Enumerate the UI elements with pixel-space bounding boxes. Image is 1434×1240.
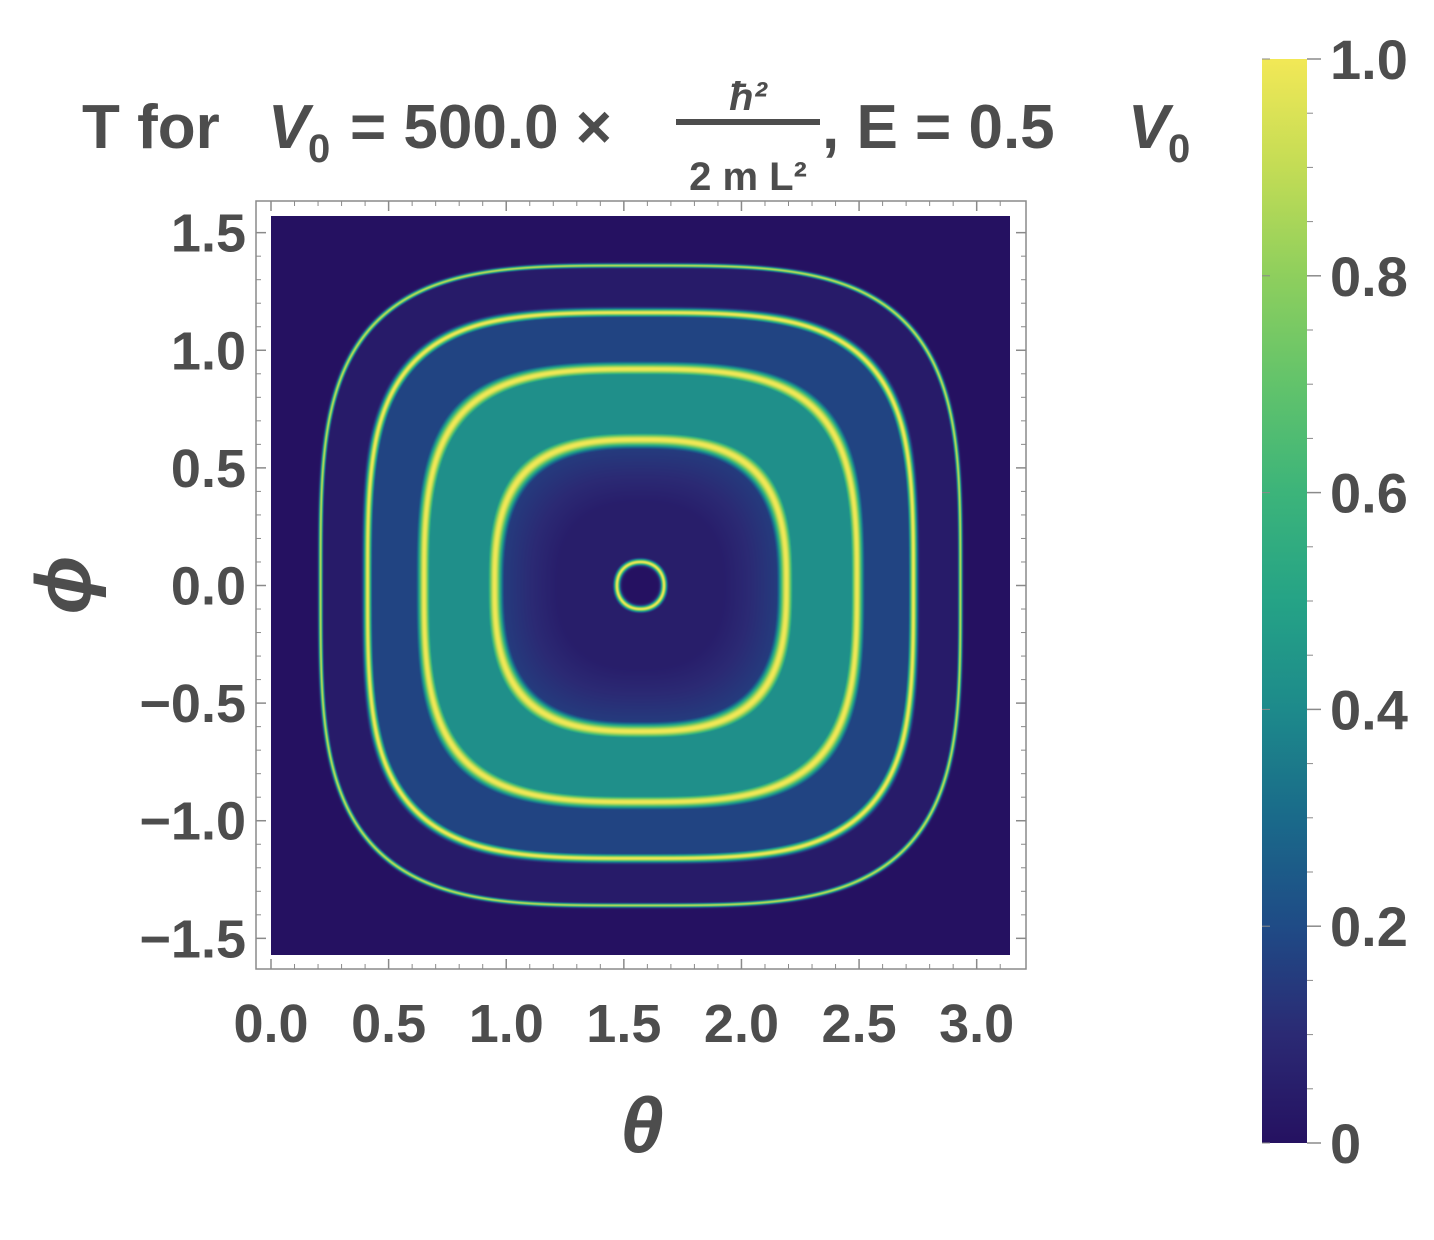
title-fraction-numerator: ħ² [729, 75, 768, 119]
x-tick-label: 2.5 [822, 994, 897, 1054]
y-tick-label: −1.5 [139, 909, 246, 969]
chart-title: T for V 0 = 500.0 × ħ² 2 m L² , E = 0.5 … [82, 75, 1190, 199]
colorbar-tick-label: 0.8 [1330, 245, 1408, 308]
title-v-symbol: V [268, 93, 314, 162]
title-energy-v-subscript: 0 [1168, 127, 1190, 171]
x-tick-label: 0.5 [351, 994, 426, 1054]
y-tick-label: −1.0 [139, 792, 246, 852]
x-tick-label: 3.0 [939, 994, 1014, 1054]
x-tick-label: 2.0 [704, 994, 779, 1054]
y-tick-label: 0.5 [171, 439, 246, 499]
y-tick-label: 1.0 [171, 321, 246, 381]
title-equals-value: = 500.0 × [350, 93, 612, 162]
colorbar-ticks: 1.0 0.8 0.6 0.4 0.2 0 [1262, 28, 1408, 1175]
colorbar-tick-label: 0.2 [1330, 895, 1408, 958]
title-prefix: T for [82, 93, 220, 162]
colorbar-tick-label: 1.0 [1330, 28, 1408, 91]
x-tick-label: 0.0 [233, 994, 308, 1054]
x-axis-label: θ [620, 1081, 664, 1169]
y-tick-label: 0.0 [171, 557, 246, 617]
x-tick-label: 1.0 [469, 994, 544, 1054]
title-energy-text: , E = 0.5 [822, 93, 1055, 162]
y-axis-ticks: 1.5 1.0 0.5 0.0 −0.5 −1.0 −1.5 [139, 204, 1026, 969]
x-tick-label: 1.5 [586, 994, 661, 1054]
colorbar [1262, 59, 1307, 1143]
colorbar-tick-label: 0 [1330, 1112, 1361, 1175]
title-v-subscript: 0 [308, 127, 330, 171]
title-energy-v-symbol: V [1128, 93, 1174, 162]
colorbar-tick-label: 0.6 [1330, 462, 1408, 525]
x-axis-ticks: 0.0 0.5 1.0 1.5 2.0 2.5 3.0 [233, 201, 1014, 1054]
y-tick-label: 1.5 [171, 204, 246, 264]
y-tick-label: −0.5 [139, 674, 246, 734]
y-axis-label: ϕ [19, 555, 107, 614]
colorbar-tick-label: 0.4 [1330, 678, 1408, 741]
heatmap-canvas [271, 216, 1010, 955]
title-fraction-denominator: 2 m L² [689, 155, 807, 199]
